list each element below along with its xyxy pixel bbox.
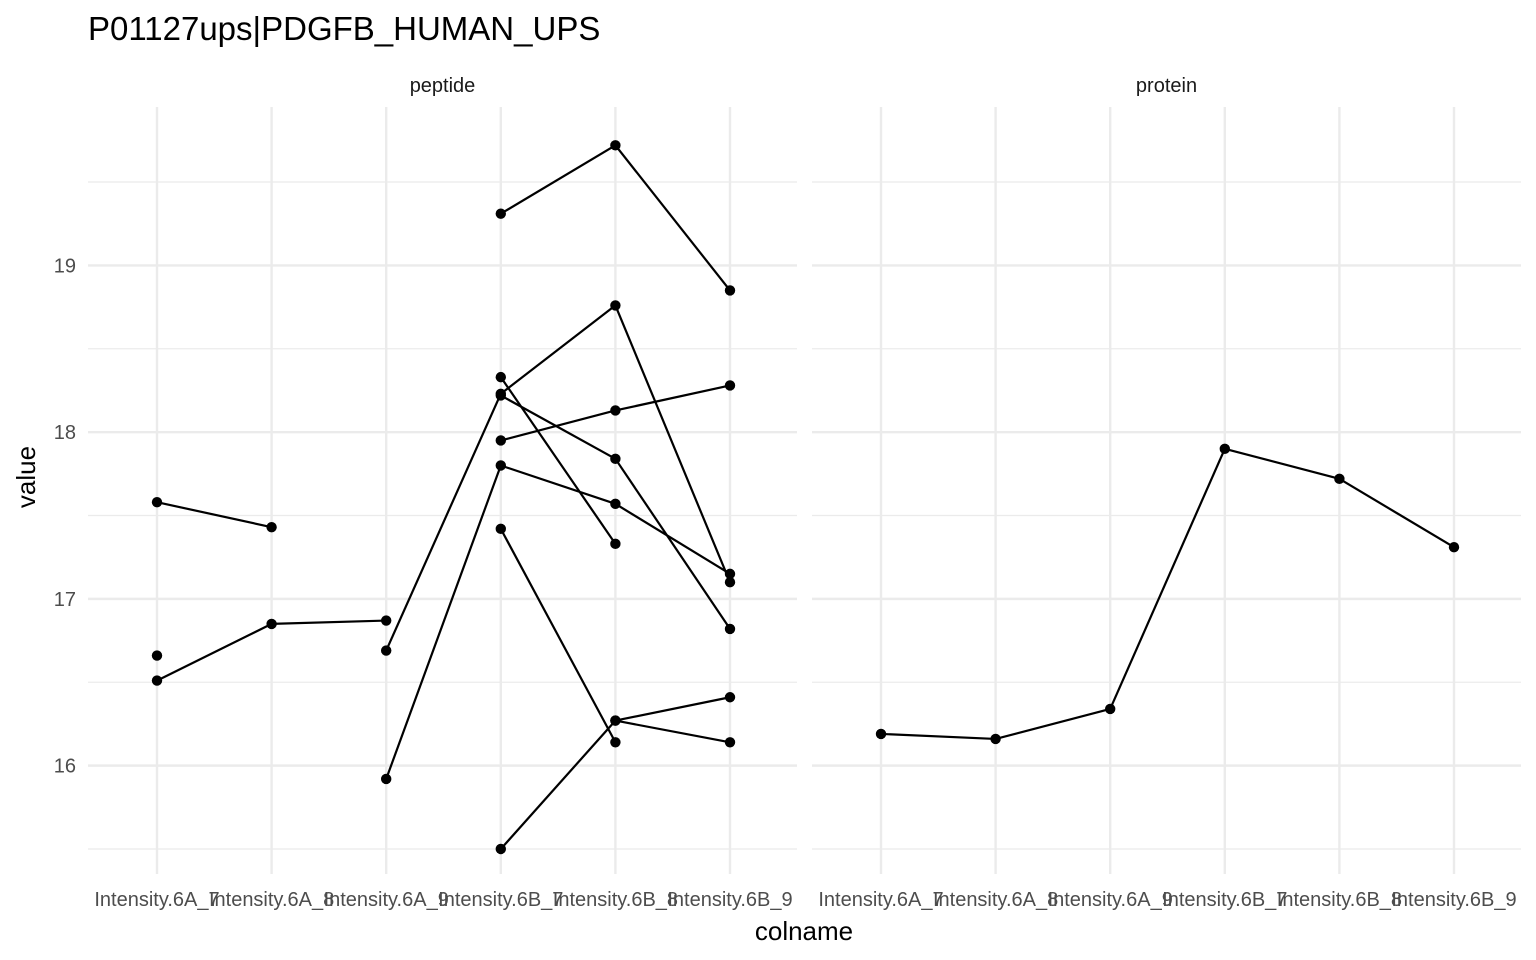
data-point <box>724 285 736 296</box>
data-point <box>1334 473 1345 485</box>
chart-title: P01127ups|PDGFB_HUMAN_UPS <box>88 10 600 47</box>
data-point <box>495 843 506 855</box>
y-tick-label: 19 <box>54 255 76 277</box>
x-tick-label: Intensity.6A_9 <box>324 889 449 911</box>
series-line <box>151 650 163 661</box>
line-segment <box>1224 447 1340 480</box>
data-point <box>151 650 163 661</box>
y-tick-label: 18 <box>54 422 76 444</box>
data-point <box>381 615 392 626</box>
line-segment <box>614 458 731 630</box>
line-segment <box>500 304 617 395</box>
line-segment <box>499 719 617 850</box>
panel-peptide: peptideIntensity.6A_7Intensity.6A_8Inten… <box>54 75 797 911</box>
data-point <box>495 435 506 446</box>
line-segment <box>385 393 502 652</box>
line-segment <box>614 502 731 575</box>
data-point <box>610 300 621 311</box>
series-line <box>381 460 736 785</box>
data-point <box>495 460 506 471</box>
data-point <box>724 737 736 748</box>
data-point <box>610 405 621 416</box>
data-point <box>724 577 736 588</box>
data-point <box>495 208 506 219</box>
line-segment <box>500 409 616 442</box>
data-point <box>610 715 621 726</box>
data-point <box>1448 541 1460 553</box>
x-tick-label: Intensity.6B_8 <box>553 889 678 911</box>
panel-protein: proteinIntensity.6A_7Intensity.6A_8Inten… <box>812 75 1521 911</box>
data-point <box>151 675 163 686</box>
strip-label-protein: protein <box>1136 75 1197 97</box>
line-segment <box>615 719 731 744</box>
data-point <box>724 380 736 391</box>
series-line <box>875 443 1460 745</box>
data-point <box>610 453 621 465</box>
data-point <box>495 390 506 401</box>
line-segment <box>500 394 616 460</box>
y-axis-label: value <box>11 446 41 508</box>
line-segment <box>1338 477 1455 549</box>
data-point <box>151 496 163 508</box>
data-point <box>381 645 392 656</box>
line-segment <box>880 732 996 741</box>
x-tick-label: Intensity.6A_7 <box>818 889 943 911</box>
series-line <box>151 496 277 533</box>
x-axis-label: colname <box>755 916 853 946</box>
x-tick-label: Intensity.6B_8 <box>1277 889 1402 911</box>
line-segment <box>500 464 616 505</box>
line-segment <box>500 144 616 215</box>
line-segment <box>995 707 1111 741</box>
data-point <box>610 737 621 748</box>
data-point <box>495 523 506 535</box>
line-segment <box>156 501 272 529</box>
data-point <box>381 773 392 785</box>
x-tick-label: Intensity.6A_7 <box>94 889 219 911</box>
data-point <box>610 498 621 510</box>
series-line <box>495 140 736 296</box>
line-segment <box>499 376 617 545</box>
line-segment <box>499 528 617 743</box>
series-line <box>610 715 736 748</box>
data-point <box>610 538 621 550</box>
data-point <box>724 623 736 635</box>
x-tick-label: Intensity.6A_9 <box>1048 889 1173 911</box>
data-point <box>724 568 736 580</box>
x-tick-label: Intensity.6A_8 <box>933 889 1058 911</box>
line-segment <box>156 622 273 682</box>
data-point <box>1105 703 1116 715</box>
series-line <box>495 523 621 748</box>
x-tick-label: Intensity.6B_7 <box>1162 889 1287 911</box>
data-point <box>495 371 506 383</box>
data-point <box>610 140 621 151</box>
line-segment <box>615 384 731 412</box>
data-point <box>724 692 736 703</box>
line-segment <box>614 144 731 292</box>
line-segment <box>271 619 387 625</box>
line-segment <box>385 465 502 780</box>
x-tick-label: Intensity.6B_7 <box>438 889 563 911</box>
panels: peptideIntensity.6A_7Intensity.6A_8Inten… <box>54 75 1521 911</box>
data-point <box>266 521 277 533</box>
x-tick-label: Intensity.6B_9 <box>1391 889 1516 911</box>
y-tick-label: 16 <box>54 756 76 778</box>
data-point <box>875 728 887 740</box>
line-segment <box>615 696 731 722</box>
data-point <box>990 733 1001 745</box>
series-line <box>151 615 392 686</box>
series-line <box>495 371 621 550</box>
series-line <box>495 380 736 446</box>
x-tick-label: Intensity.6B_9 <box>667 889 792 911</box>
x-tick-label: Intensity.6A_8 <box>209 889 334 911</box>
line-segment <box>1109 448 1226 710</box>
data-point <box>1219 443 1231 455</box>
data-point <box>266 618 277 630</box>
line-segment <box>614 304 732 583</box>
series-line <box>381 300 736 656</box>
series-line <box>495 390 736 635</box>
y-tick-label: 17 <box>54 589 76 611</box>
strip-label-peptide: peptide <box>410 75 476 97</box>
